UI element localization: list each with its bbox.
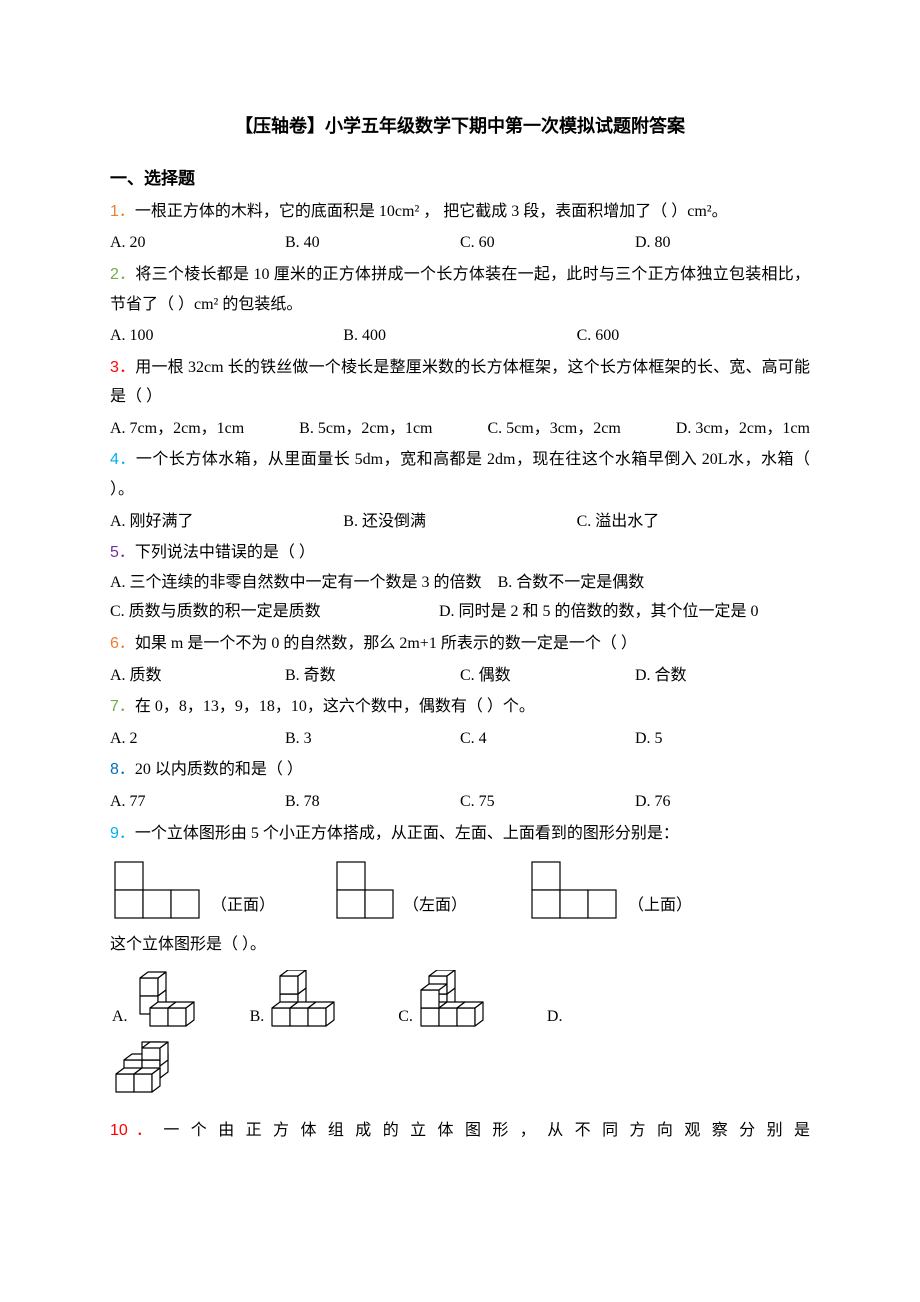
q5-num: 5． (110, 544, 135, 561)
q6-text: 如果 m 是一个不为 0 的自然数，那么 2m+1 所表示的数一定是一个（ ） (135, 635, 637, 652)
question-9: 9．一个立体图形由 5 个小正方体搭成，从正面、左面、上面看到的图形分别是： (110, 819, 810, 849)
q8-opt-b: B. 78 (285, 787, 460, 817)
cube-shape-c-icon (415, 970, 505, 1032)
q3-text: 用一根 32cm 长的铁丝做一个棱长是整厘米数的长方体框架，这个长方体框架的长、… (110, 359, 810, 406)
q9-choice-d: D. (545, 1002, 565, 1032)
q1-text: 一根正方体的木料，它的底面积是 10cm² ， 把它截成 3 段，表面积增加了（… (135, 203, 728, 220)
q9-choice-d-label: D. (547, 1002, 563, 1032)
q7-num: 7． (110, 698, 135, 715)
question-2: 2．将三个棱长都是 10 厘米的正方体拼成一个长方体装在一起，此时与三个正方体独… (110, 260, 810, 319)
q6-opt-c: C. 偶数 (460, 661, 635, 691)
q9-num: 9． (110, 825, 135, 842)
page-title: 【压轴卷】小学五年级数学下期中第一次模拟试题附答案 (110, 110, 810, 143)
q9-choice-a: A. (110, 970, 208, 1032)
section-heading-1: 一、选择题 (110, 163, 810, 194)
q8-text: 20 以内质数的和是（ ） (135, 761, 303, 778)
q5-opt-d: D. 同时是 2 和 5 的倍数的数，其个位一定是 0 (439, 597, 810, 627)
question-10: 10 ． 一 个 由 正 方 体 组 成 的 立 体 图 形 ， 从 不 同 方… (110, 1116, 810, 1146)
q7-opt-c: C. 4 (460, 724, 635, 754)
q1-options: A. 20 B. 40 C. 60 D. 80 (110, 228, 810, 258)
q9-choice-b: B. (248, 970, 357, 1032)
q2-options: A. 100 B. 400 C. 600 (110, 321, 810, 351)
q3-opt-c: C. 5cm，3cm，2cm (487, 414, 620, 444)
q4-opt-c: C. 溢出水了 (577, 507, 810, 537)
question-7: 7．在 0，8，13，9，18，10，这六个数中，偶数有（ ）个。 (110, 692, 810, 722)
q9-view-front-label: （正面） (211, 891, 275, 921)
q7-options: A. 2 B. 3 C. 4 D. 5 (110, 724, 810, 754)
q3-num: 3． (110, 359, 135, 376)
q9-choices: A. B. (110, 970, 810, 1032)
q8-opt-d: D. 76 (635, 787, 810, 817)
q3-opt-d: D. 3cm，2cm，1cm (676, 414, 810, 444)
question-8: 8．20 以内质数的和是（ ） (110, 755, 810, 785)
q6-num: 6． (110, 635, 135, 652)
q9-view-left-label: （左面） (403, 891, 467, 921)
q8-options: A. 77 B. 78 C. 75 D. 76 (110, 787, 810, 817)
q4-opt-a: A. 刚好满了 (110, 507, 343, 537)
cube-shape-d-icon (110, 1040, 200, 1098)
q9-choice-c-label: C. (398, 1002, 413, 1032)
q9-view-left: （左面） (335, 860, 467, 920)
q1-opt-b: B. 40 (285, 228, 460, 258)
q2-opt-b: B. 400 (343, 321, 576, 351)
cube-shape-a-icon (130, 970, 208, 1032)
question-4: 4．一个长方体水箱，从里面量长 5dm，宽和高都是 2dm，现在往这个水箱早倒入… (110, 445, 810, 504)
q10-text: 一 个 由 正 方 体 组 成 的 立 体 图 形 ， 从 不 同 方 向 观 … (156, 1122, 810, 1139)
q2-num: 2． (110, 266, 135, 283)
q9-text2: 这个立体图形是（ ）。 (110, 930, 810, 960)
q9-view-top-label: （上面） (628, 891, 692, 921)
q9-view-front: （正面） (110, 860, 275, 920)
q5-line1: A. 三个连续的非零自然数中一定有一个数是 3 的倍数 B. 合数不一定是偶数 (110, 568, 810, 598)
q6-opt-b: B. 奇数 (285, 661, 460, 691)
q6-opt-a: A. 质数 (110, 661, 285, 691)
q7-opt-b: B. 3 (285, 724, 460, 754)
q4-num: 4． (110, 451, 136, 468)
question-1: 1．一根正方体的木料，它的底面积是 10cm² ， 把它截成 3 段，表面积增加… (110, 197, 810, 227)
view-left-icon (335, 860, 397, 920)
question-3: 3．用一根 32cm 长的铁丝做一个棱长是整厘米数的长方体框架，这个长方体框架的… (110, 353, 810, 412)
q7-opt-a: A. 2 (110, 724, 285, 754)
q1-opt-d: D. 80 (635, 228, 810, 258)
cube-shape-b-icon (266, 970, 356, 1032)
q8-opt-a: A. 77 (110, 787, 285, 817)
q5-opt-b: B. 合数不一定是偶数 (498, 574, 645, 591)
q5-opt-a: A. 三个连续的非零自然数中一定有一个数是 3 的倍数 (110, 574, 482, 591)
q9-choice-c: C. (396, 970, 505, 1032)
q1-num: 1． (110, 203, 135, 220)
q7-text: 在 0，8，13，9，18，10，这六个数中，偶数有（ ）个。 (135, 698, 535, 715)
q5-opt-c: C. 质数与质数的积一定是质数 (110, 597, 439, 627)
q3-opt-b: B. 5cm，2cm，1cm (299, 414, 432, 444)
question-5: 5．下列说法中错误的是（ ） (110, 538, 810, 568)
q9-text: 一个立体图形由 5 个小正方体搭成，从正面、左面、上面看到的图形分别是： (135, 825, 679, 842)
q1-opt-a: A. 20 (110, 228, 285, 258)
question-6: 6．如果 m 是一个不为 0 的自然数，那么 2m+1 所表示的数一定是一个（ … (110, 629, 810, 659)
q6-opt-d: D. 合数 (635, 661, 810, 691)
q9-choice-a-label: A. (112, 1002, 128, 1032)
q5-line2: C. 质数与质数的积一定是质数 D. 同时是 2 和 5 的倍数的数，其个位一定… (110, 597, 810, 627)
q3-opt-a: A. 7cm，2cm，1cm (110, 414, 244, 444)
q1-opt-c: C. 60 (460, 228, 635, 258)
view-top-icon (527, 860, 622, 920)
q4-options: A. 刚好满了 B. 还没倒满 C. 溢出水了 (110, 507, 810, 537)
q7-opt-d: D. 5 (635, 724, 810, 754)
q9-choice-b-label: B. (250, 1002, 265, 1032)
q9-choice-d-figure (110, 1040, 810, 1098)
q2-opt-a: A. 100 (110, 321, 343, 351)
q3-options: A. 7cm，2cm，1cm B. 5cm，2cm，1cm C. 5cm，3cm… (110, 414, 810, 444)
q10-num: 10 ． (110, 1122, 156, 1139)
q4-opt-b: B. 还没倒满 (343, 507, 576, 537)
q8-opt-c: C. 75 (460, 787, 635, 817)
q2-opt-c: C. 600 (577, 321, 810, 351)
q9-view-top: （上面） (527, 860, 692, 920)
q6-options: A. 质数 B. 奇数 C. 偶数 D. 合数 (110, 661, 810, 691)
q8-num: 8． (110, 761, 135, 778)
q2-text: 将三个棱长都是 10 厘米的正方体拼成一个长方体装在一起，此时与三个正方体独立包… (110, 266, 810, 313)
view-front-icon (110, 860, 205, 920)
q5-text: 下列说法中错误的是（ ） (135, 544, 315, 561)
q9-views: （正面） （左面） （上面） (110, 860, 810, 920)
q4-text: 一个长方体水箱，从里面量长 5dm，宽和高都是 2dm，现在往这个水箱早倒入 2… (110, 451, 810, 498)
